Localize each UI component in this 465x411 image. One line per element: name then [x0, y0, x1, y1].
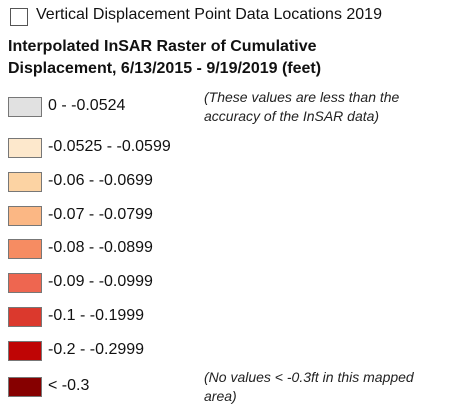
checkbox-label[interactable]: Vertical Displacement Point Data Locatio…: [36, 6, 382, 23]
color-swatch: [8, 273, 42, 293]
class-label: -0.1 - -0.1999: [48, 307, 145, 324]
checkbox[interactable]: [10, 8, 28, 26]
color-swatch: [8, 307, 42, 327]
class-note: (No values < -0.3ft in this mapped: [204, 369, 414, 385]
color-swatch: [8, 172, 42, 192]
color-swatch: [8, 341, 42, 361]
color-swatch: [8, 206, 42, 226]
class-label: 0 - -0.0524: [48, 97, 126, 114]
class-note: (These values are less than the: [204, 89, 400, 105]
class-label: -0.0525 - -0.0599: [48, 138, 171, 155]
class-note: area): [204, 388, 237, 404]
class-label: -0.08 - -0.0899: [48, 239, 153, 256]
class-label: -0.06 - -0.0699: [48, 172, 153, 189]
class-label: < -0.3: [48, 377, 90, 394]
class-note: accuracy of the InSAR data): [204, 108, 380, 124]
legend-title: Interpolated InSAR Raster of Cumulative: [8, 38, 317, 55]
color-swatch: [8, 138, 42, 158]
class-label: -0.2 - -0.2999: [48, 341, 145, 358]
color-swatch: [8, 377, 42, 397]
legend-title: Displacement, 6/13/2015 - 9/19/2019 (fee…: [8, 60, 322, 77]
class-label: -0.07 - -0.0799: [48, 206, 153, 223]
class-label: -0.09 - -0.0999: [48, 273, 153, 290]
color-swatch: [8, 97, 42, 117]
color-swatch: [8, 239, 42, 259]
